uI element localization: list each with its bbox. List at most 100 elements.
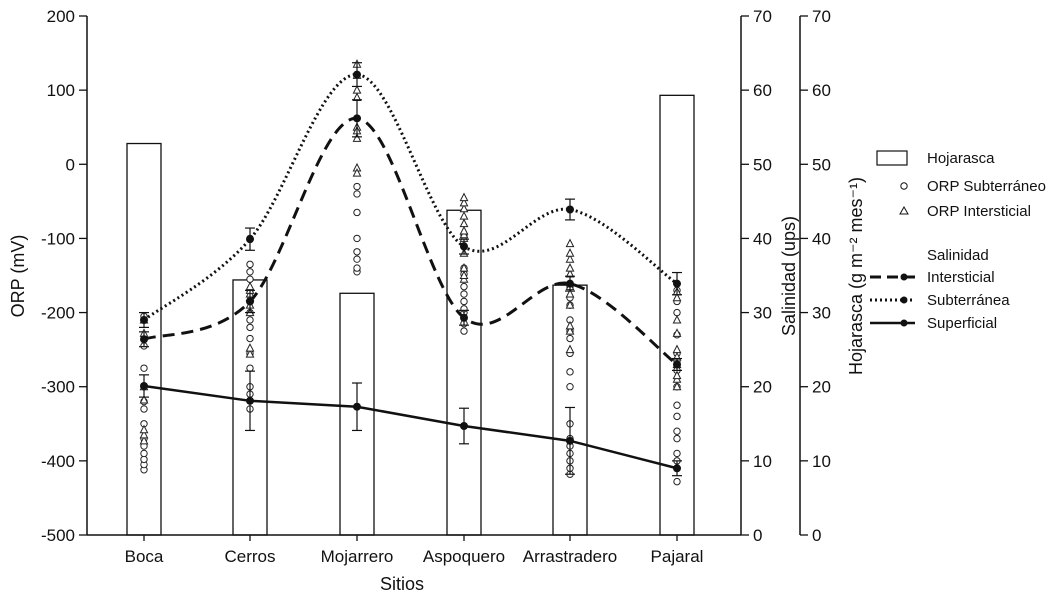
legend-intersticial-label: Intersticial — [927, 269, 995, 286]
orp-subterraneo-point — [246, 323, 254, 332]
y-tick-label-right-2: 20 — [812, 378, 831, 397]
legend: Hojarasca ORP Subterráneo ORP Interstici… — [870, 150, 1046, 332]
orp-subterraneo-point — [246, 364, 254, 372]
y-tick-label-left: 0 — [66, 155, 75, 174]
x-axis-title: Sitios — [380, 574, 424, 594]
salinidad-point — [673, 360, 681, 369]
legend-orp-sub-marker — [900, 182, 908, 190]
salinidad-point — [460, 313, 468, 322]
y-tick-label-right-1: 60 — [753, 81, 772, 100]
orp-intersticial-point — [459, 197, 469, 207]
orp-intersticial-point — [352, 168, 362, 177]
orp-subterraneo-point — [140, 405, 148, 413]
orp-intersticial-point — [565, 254, 575, 263]
orp-intersticial-point — [565, 326, 575, 335]
salinidad-intersticial-line — [143, 116, 678, 366]
legend-subterranea-label: Subterránea — [927, 292, 1010, 309]
y-tick-label-right-1: 10 — [753, 452, 772, 471]
y-tick-label-right-1: 50 — [753, 155, 772, 174]
y-tick-label-right-2: 40 — [812, 229, 831, 248]
legend-orp-int-marker — [899, 205, 909, 215]
orp-subterraneo-point — [246, 260, 254, 269]
orp-subterraneo-point — [353, 264, 361, 272]
orp-intersticial-point — [352, 133, 362, 142]
orp-intersticial-point — [672, 381, 682, 391]
orp-subterraneo-point — [673, 412, 681, 421]
orp-intersticial-point — [459, 211, 469, 220]
orp-subterraneo-point — [566, 368, 574, 376]
salinidad-subterranea-line — [143, 73, 678, 322]
y-tick-label-left: 200 — [47, 7, 75, 26]
y-tick-label-left: -500 — [41, 526, 75, 545]
salinidad-point — [566, 205, 574, 214]
orp-subterraneo-point — [460, 290, 468, 298]
x-tick-label: Boca — [125, 547, 164, 566]
orp-intersticial-point — [672, 344, 682, 354]
orp-subterraneo-point — [353, 234, 361, 243]
y-tick-label-left: -300 — [41, 378, 75, 397]
salinidad-point — [673, 279, 681, 288]
orp-subterraneo-point — [353, 182, 361, 191]
orp-intersticial-point — [245, 348, 255, 358]
orp-subterraneo-point — [673, 427, 681, 435]
orp-intersticial-point — [565, 262, 575, 272]
legend-intersticial-marker — [900, 273, 908, 281]
y-tick-label-right-2: 0 — [812, 526, 821, 545]
salinidad-point — [353, 114, 361, 123]
salinidad-point — [140, 315, 148, 324]
y-tick-label-right-2: 10 — [812, 452, 831, 471]
orp-intersticial-point — [139, 424, 149, 434]
orp-intersticial-point — [245, 281, 255, 291]
orp-intersticial-point — [565, 344, 575, 354]
y-tick-label-right-1: 70 — [753, 7, 772, 26]
y-axis-title-right-2: Hojarasca (g m⁻² mes⁻¹) — [846, 177, 866, 375]
orp-intersticial-point — [672, 314, 682, 324]
orp-intersticial-point — [459, 203, 469, 213]
salinidad-point — [460, 242, 468, 251]
y-tick-label-right-1: 20 — [753, 378, 772, 397]
orp-intersticial-point — [139, 435, 149, 445]
salinidad-point — [566, 436, 574, 445]
legend-superficial-marker — [900, 319, 908, 327]
orp-intersticial-point — [459, 270, 469, 279]
y-tick-label-left: -100 — [41, 229, 75, 248]
legend-subterranea-marker — [900, 296, 908, 304]
salinidad-point — [246, 396, 254, 405]
orp-subterraneo-point — [246, 334, 254, 343]
legend-orp-sub-label: ORP Subterráneo — [927, 178, 1046, 195]
y-tick-label-right-1: 0 — [753, 526, 762, 545]
x-tick-label: Pajaral — [651, 547, 704, 566]
x-tick-label: Cerros — [224, 547, 275, 566]
salinidad-point — [140, 381, 148, 390]
salinidad-point — [673, 464, 681, 473]
y-tick-label-left: -200 — [41, 304, 75, 323]
orp-subterraneo-point — [566, 334, 574, 343]
x-tick-label: Arrastradero — [523, 547, 617, 566]
orp-intersticial-point — [459, 225, 469, 235]
orp-intersticial-point — [245, 343, 255, 352]
orp-intersticial-point — [565, 248, 575, 257]
y-tick-label-right-1: 40 — [753, 229, 772, 248]
y-tick-label-left: 100 — [47, 81, 75, 100]
orp-intersticial-point — [672, 370, 682, 380]
y-tick-label-right-1: 30 — [753, 304, 772, 323]
legend-hojarasca-label: Hojarasca — [927, 150, 995, 167]
orp-intersticial-point — [672, 328, 682, 337]
legend-superficial-label: Superficial — [927, 315, 997, 332]
legend-orp-int-label: ORP Intersticial — [927, 203, 1031, 220]
hojarasca-bar — [446, 209, 482, 536]
orp-intersticial-point — [565, 288, 575, 298]
orp-intersticial-point — [565, 320, 575, 330]
salinidad-point — [353, 402, 361, 411]
orp-subterraneo-point — [353, 255, 361, 263]
orp-intersticial-point — [459, 218, 469, 228]
y-tick-label-right-2: 60 — [812, 81, 831, 100]
y-axis-title-right-1: Salinidad (ups) — [779, 216, 799, 336]
legend-hojarasca-swatch — [876, 150, 908, 166]
orp-subterraneo-point — [566, 383, 574, 391]
orp-intersticial-point — [672, 292, 682, 302]
salinidad-point — [246, 297, 254, 306]
orp-subterraneo-point — [460, 297, 468, 306]
